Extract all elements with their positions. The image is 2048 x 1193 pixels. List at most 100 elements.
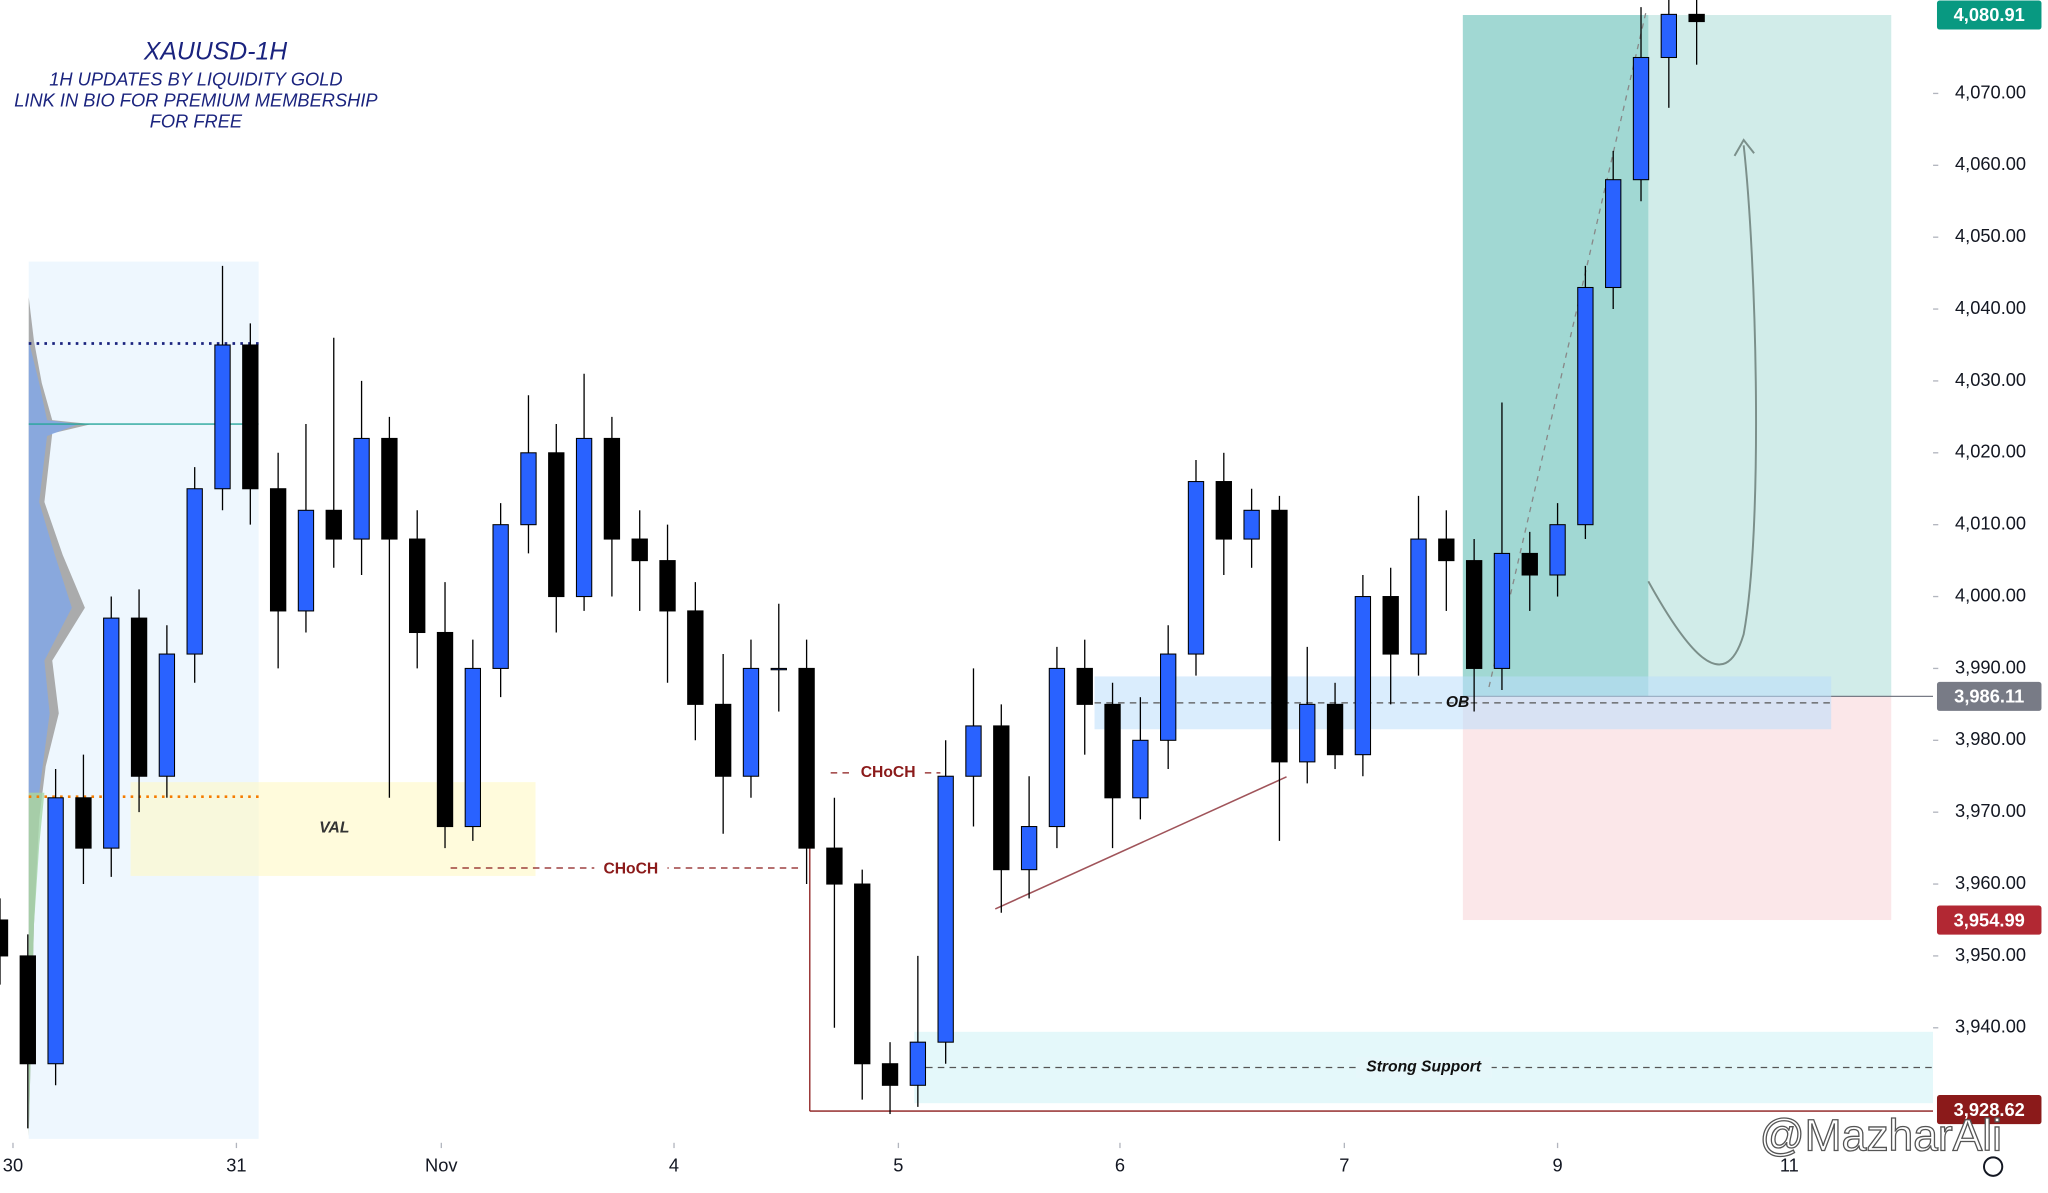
val-label: VAL: [319, 819, 349, 836]
price-label-bg: [1936, 905, 2042, 935]
choch-label: CHoCH: [603, 860, 658, 877]
subtitle: 1H UPDATES BY LIQUIDITY GOLD: [49, 68, 342, 89]
y-tick-label: 4,040.00: [1955, 297, 2026, 318]
candle-body: [1605, 179, 1622, 289]
candle-body: [325, 509, 342, 540]
lines: [450, 13, 1934, 1112]
candle-body: [854, 883, 871, 1065]
settings-icon[interactable]: [1983, 1156, 2004, 1177]
candle-body: [687, 610, 704, 705]
candles: [0, 0, 1705, 1129]
candle-body: [130, 617, 148, 777]
candle-body: [1465, 560, 1483, 669]
y-tick-label: 3,960.00: [1955, 872, 2026, 893]
price-label-bg: [1936, 681, 2042, 711]
y-tick-label: 3,970.00: [1955, 800, 2026, 821]
candle-body: [1104, 703, 1121, 799]
candle-body: [1243, 509, 1260, 540]
price-label: 3,928.62: [1954, 1099, 2025, 1120]
candle-body: [1299, 703, 1316, 763]
y-tick-label: 4,050.00: [1955, 225, 2026, 246]
candle-body: [214, 344, 231, 490]
candle-body: [269, 488, 287, 612]
x-tick-label: 31: [226, 1154, 246, 1175]
candle-body: [770, 667, 787, 671]
candle-body: [659, 560, 676, 612]
candle-body: [798, 667, 815, 849]
candle-body: [1438, 538, 1455, 562]
candle-body: [520, 452, 537, 526]
axes: 3,940.00 3,950.00 3,960.00 3,970.00 3,980.00…: [3, 0, 2042, 1175]
candle-body: [1549, 524, 1566, 576]
candle-body: [575, 437, 593, 598]
y-tick-label: 4,000.00: [1955, 584, 2026, 605]
arrow-head: [1733, 138, 1755, 157]
candle-body: [909, 1041, 927, 1086]
x-tick-label: 6: [1115, 1154, 1125, 1175]
candle-body: [297, 509, 315, 612]
volume-profile-value: [28, 340, 79, 793]
candle-body: [1160, 653, 1177, 741]
y-tick-label: 3,990.00: [1955, 656, 2026, 677]
y-tick-label: 4,060.00: [1955, 153, 2026, 174]
candle-body: [1382, 596, 1399, 655]
price-label-bg: [1936, 0, 2042, 30]
watermark: @MazharAli: [1760, 1111, 2002, 1160]
candle-body: [1076, 667, 1093, 705]
candle-body: [436, 631, 454, 828]
label-bg: [594, 858, 668, 879]
chart-title: XAUUSD-1H: [143, 37, 288, 65]
candle-body: [548, 452, 565, 598]
candle-body: [1132, 739, 1149, 799]
y-tick-label: 3,980.00: [1955, 728, 2026, 749]
x-tick-label: 4: [669, 1154, 679, 1175]
position-box: [1462, 15, 1934, 921]
x-tick-label: 7: [1339, 1154, 1349, 1175]
time-axis: [0, 1142, 2048, 1193]
support-label: Strong Support: [1366, 1059, 1482, 1076]
y-tick-label: 4,010.00: [1955, 512, 2026, 533]
candle-body: [1048, 667, 1066, 828]
candle-body: [881, 1063, 899, 1086]
candle-body: [381, 437, 398, 540]
y-tick-label: 4,070.00: [1955, 81, 2026, 102]
candle-body: [826, 847, 843, 885]
candle-body: [742, 667, 760, 777]
ob-label: OB: [1446, 694, 1469, 711]
candle-body: [1577, 286, 1594, 526]
candle-body: [1521, 552, 1538, 576]
candle-body: [492, 524, 509, 669]
candle-body: [1020, 826, 1038, 871]
x-tick-label: 30: [3, 1154, 23, 1175]
candle-body: [1271, 509, 1288, 763]
candle-body: [1660, 13, 1678, 59]
x-tick-label: Nov: [425, 1154, 458, 1175]
candle-body: [103, 617, 120, 849]
y-tick-label: 4,020.00: [1955, 441, 2026, 462]
candle-body: [158, 653, 176, 777]
candle-body: [353, 437, 370, 540]
price-label-bg: [1936, 1095, 2042, 1125]
choch-label: CHoCH: [861, 764, 916, 781]
trend-line: [994, 776, 1287, 910]
label-bg: [1355, 1056, 1492, 1079]
candle-body: [1688, 13, 1705, 23]
y-tick-label: 4,030.00: [1955, 369, 2026, 390]
candle-body: [409, 538, 426, 634]
price-label: 4,080.91: [1954, 4, 2025, 25]
subtitle: FOR FREE: [150, 111, 243, 132]
candle-body: [1632, 56, 1650, 181]
candle-body: [1410, 538, 1427, 655]
candle-body: [965, 725, 982, 777]
y-tick-label: 3,950.00: [1955, 944, 2026, 965]
candle-body: [603, 437, 621, 540]
candle-body: [464, 667, 482, 828]
candle-body: [1215, 481, 1232, 540]
candle-body: [993, 725, 1010, 871]
candle-body: [0, 919, 9, 957]
x-tick-label: 11: [1780, 1154, 1799, 1175]
stop-zone: [1462, 696, 1892, 921]
projection-arrow: [1647, 145, 1758, 666]
